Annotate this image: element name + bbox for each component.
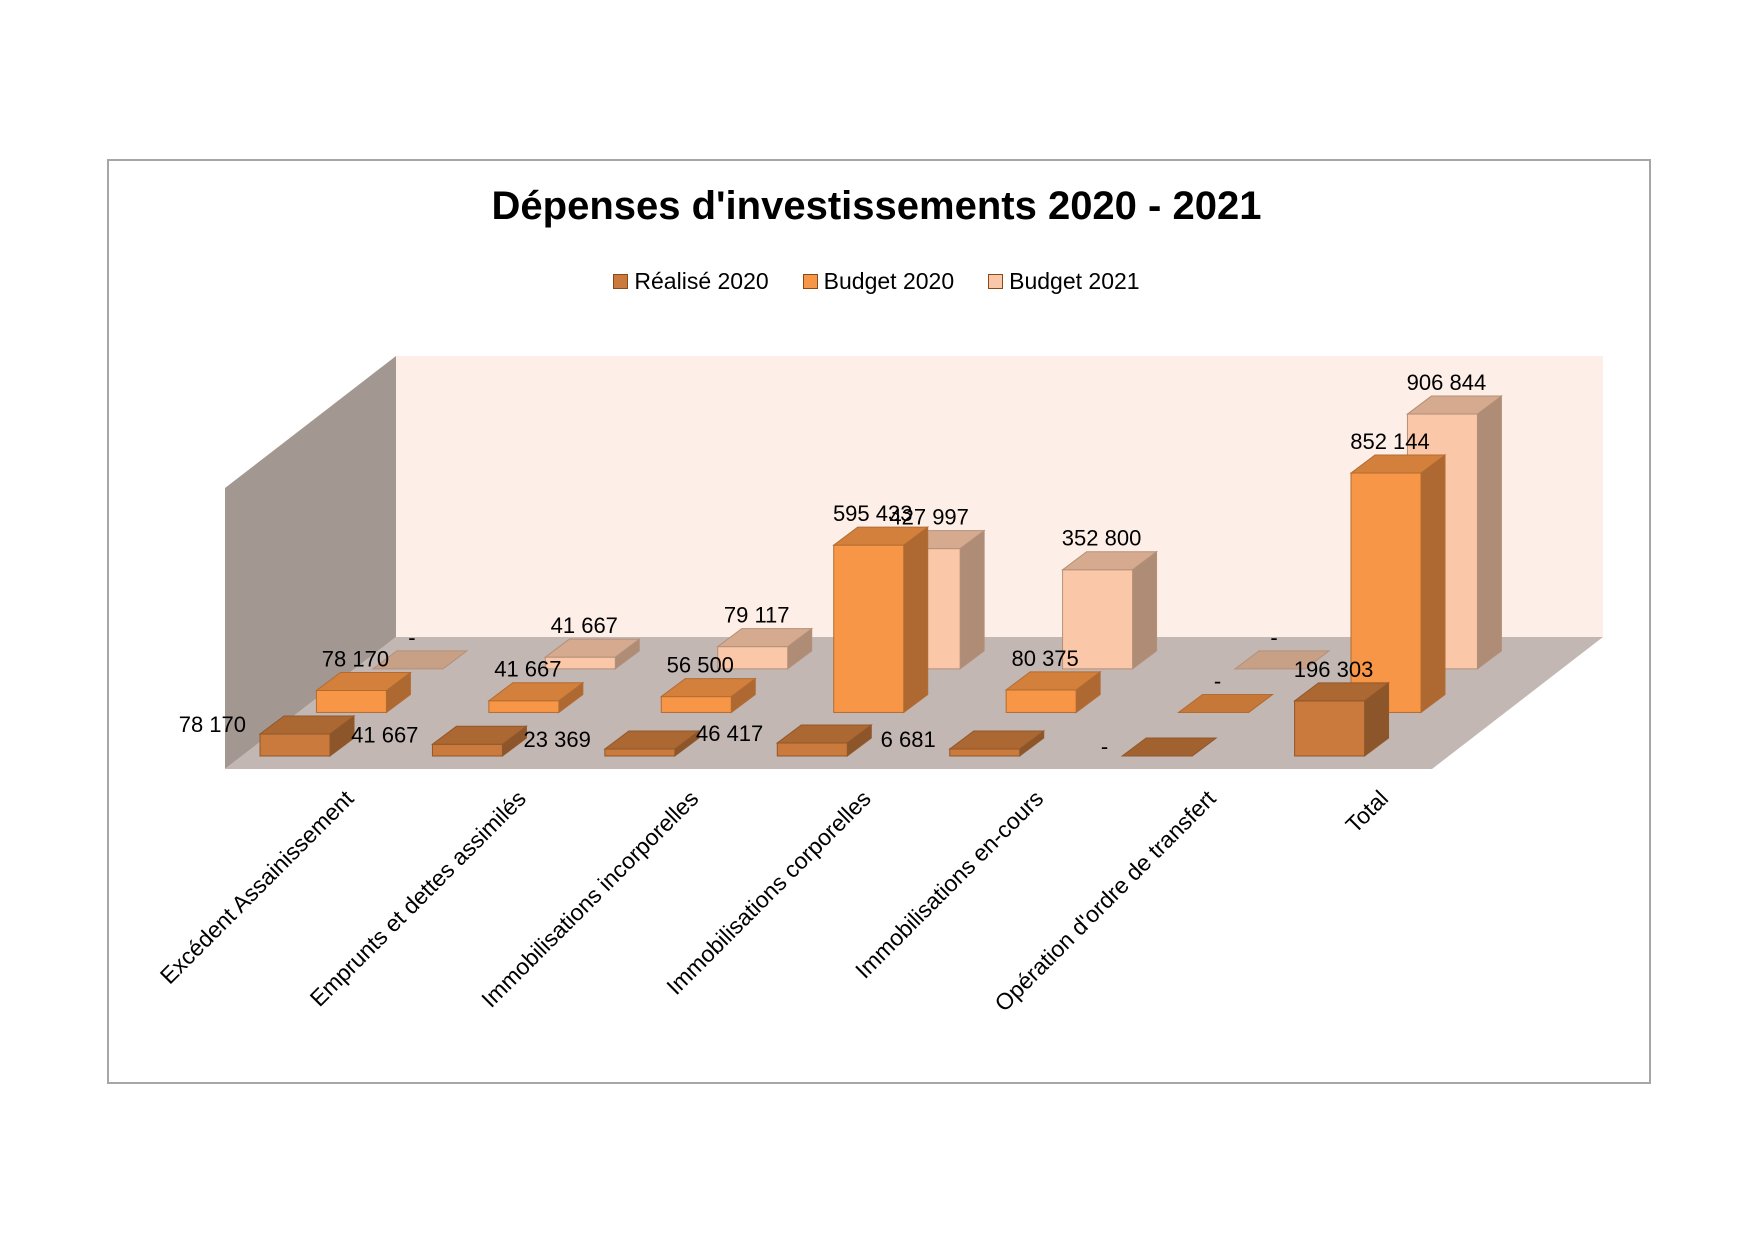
bar-front: [604, 748, 676, 757]
data-label: 427 997: [889, 505, 969, 530]
bar: 6 681: [881, 727, 1046, 758]
data-label: 595 433: [833, 501, 913, 526]
data-label: 906 844: [1407, 370, 1487, 395]
bar-top: [775, 724, 873, 744]
bar-side: [959, 529, 985, 670]
bar-top: [1233, 650, 1331, 670]
bar-top: [1349, 454, 1447, 474]
chart-title: Dépenses d'investissements 2020 - 2021: [491, 184, 1262, 228]
category-label: Immobilisations corporelles: [661, 785, 876, 1000]
data-label: 78 170: [179, 712, 246, 737]
bar-side: [903, 526, 929, 714]
bar-top: [1405, 395, 1503, 415]
legend-item-realise-2020: Réalisé 2020: [613, 268, 769, 295]
bar-front: [1062, 569, 1134, 670]
bar-top: [430, 725, 528, 745]
bar: 56 500: [659, 653, 757, 714]
bar-top: [1177, 693, 1275, 713]
category-label: Total: [1340, 785, 1393, 838]
bar: 78 170: [179, 712, 356, 757]
bar: 595 433: [832, 501, 930, 714]
legend-item-budget-2020: Budget 2020: [802, 268, 955, 295]
data-label: 41 667: [351, 722, 418, 747]
data-label: 196 303: [1294, 657, 1374, 682]
bar-top: [1061, 551, 1159, 571]
data-label: 78 170: [322, 646, 389, 671]
bar: 852 144: [1349, 429, 1447, 714]
bar: 80 375: [1004, 646, 1102, 714]
bar-side: [1132, 550, 1158, 670]
bar-front: [1350, 472, 1422, 713]
bar-front: [776, 742, 848, 757]
bar-front: [431, 743, 503, 757]
bar: 41 667: [543, 613, 641, 670]
bar: 79 117: [716, 603, 814, 670]
bar: 23 369: [524, 727, 701, 757]
bar: 352 800: [1061, 526, 1159, 670]
legend-swatch: [802, 274, 818, 289]
bar-top: [371, 650, 469, 670]
bar-front: [660, 696, 732, 713]
legend-label: Budget 2021: [1009, 268, 1140, 294]
data-label: 852 144: [1350, 429, 1430, 454]
bar: 46 417: [696, 721, 873, 757]
data-label: -: [1270, 625, 1277, 650]
bar-top: [948, 730, 1046, 750]
bar-top: [659, 678, 757, 698]
legend: Réalisé 2020 Budget 2020 Budget 2021: [0, 268, 1753, 295]
legend-swatch: [988, 274, 1004, 289]
bar: 41 667: [487, 657, 585, 714]
bar-side: [1476, 395, 1502, 670]
bar-side: [1420, 453, 1446, 714]
bar-front: [488, 700, 560, 713]
legend-label: Budget 2020: [823, 268, 955, 294]
legend-label: Réalisé 2020: [634, 268, 769, 294]
bar: 41 667: [351, 722, 528, 757]
bar: 196 303: [1293, 657, 1391, 757]
bar-top: [487, 682, 585, 702]
bar-front: [1005, 689, 1077, 713]
data-label: 41 667: [494, 657, 561, 682]
data-label: 23 369: [524, 727, 591, 752]
bar-top: [314, 671, 412, 691]
bar-top: [1120, 737, 1218, 757]
legend-item-budget-2021: Budget 2021: [988, 268, 1140, 295]
bar-top: [603, 730, 701, 750]
bar-top: [1004, 671, 1102, 691]
series-realise-2020: 78 170 41 667 23 369 46 417 6 681 - 196 303: [179, 657, 1391, 759]
bar-front: [315, 689, 387, 713]
data-label: 80 375: [1011, 646, 1078, 671]
bar: -: [1177, 668, 1275, 713]
data-label: -: [1101, 734, 1108, 759]
data-label: 56 500: [667, 653, 734, 678]
bar-top: [543, 638, 641, 658]
bar-front: [1294, 700, 1366, 757]
bar-front: [259, 733, 331, 757]
side-wall: [225, 356, 396, 769]
data-label: 41 667: [551, 613, 618, 638]
bar-top: [832, 526, 930, 546]
bar: -: [1101, 734, 1218, 759]
legend-swatch: [613, 274, 629, 289]
data-label: -: [408, 625, 415, 650]
data-label: 352 800: [1062, 526, 1142, 551]
bar-front: [833, 544, 905, 713]
data-label: 79 117: [724, 603, 790, 628]
bar: -: [371, 625, 469, 670]
category-label: Immobilisations en-cours: [850, 785, 1048, 983]
bar-top: [1293, 682, 1391, 702]
bar-front: [949, 748, 1021, 757]
bar-top: [716, 628, 814, 648]
category-label: Excédent Assainissement: [155, 785, 359, 989]
data-label: 46 417: [696, 721, 763, 746]
bar: -: [1233, 625, 1331, 670]
data-label: 6 681: [881, 727, 936, 752]
data-label: -: [1214, 668, 1221, 693]
bar-top: [258, 715, 356, 735]
series-budget-2020: 78 170 41 667 56 500 595 433 80 375 - 852 144: [314, 429, 1447, 714]
bar: 78 170: [314, 646, 412, 714]
